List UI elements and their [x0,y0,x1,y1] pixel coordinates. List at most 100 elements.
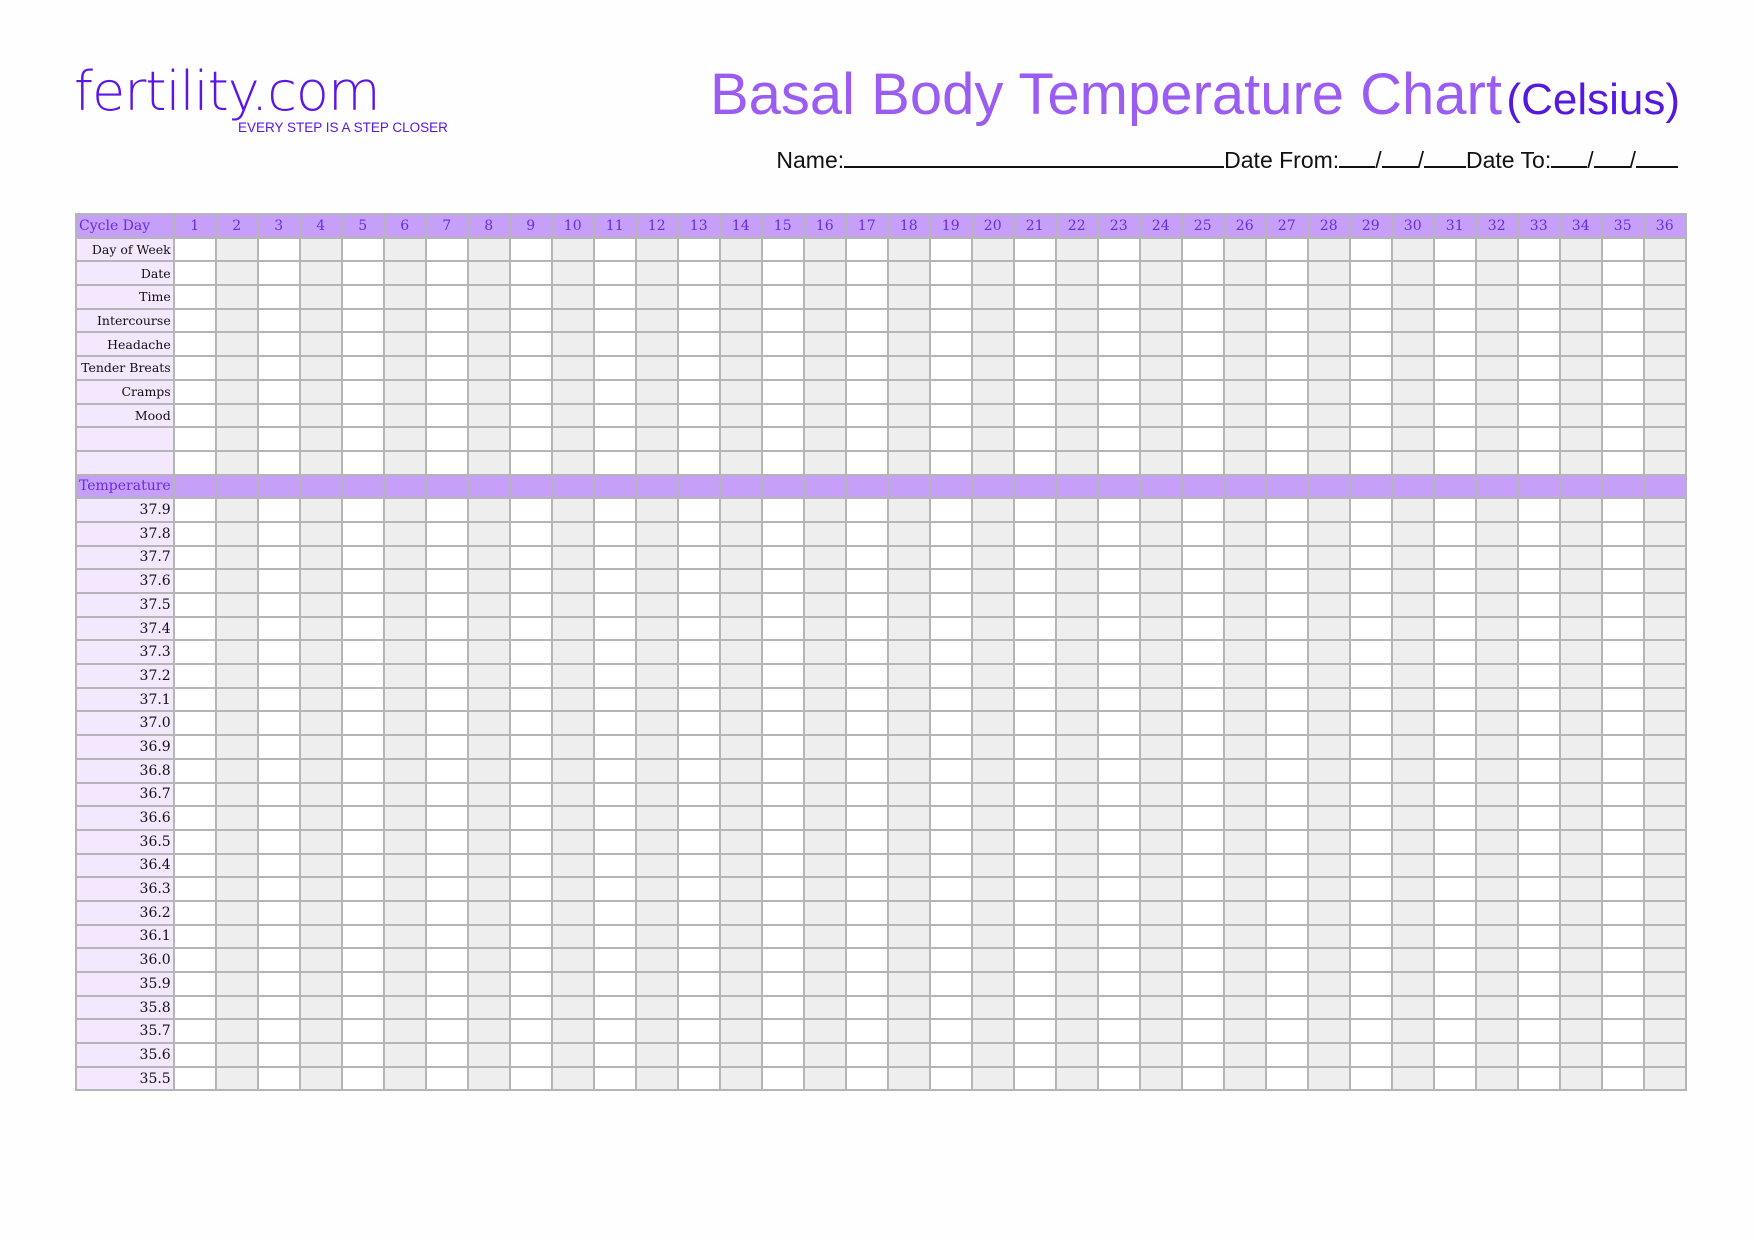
entry-cell[interactable] [1264,663,1309,689]
entry-cell[interactable] [844,734,889,760]
entry-cell[interactable] [1348,805,1393,831]
entry-cell[interactable] [550,568,595,594]
entry-cell[interactable] [1264,568,1309,594]
entry-cell[interactable] [550,1018,595,1045]
entry-cell[interactable] [1432,544,1477,571]
entry-cell[interactable] [1264,805,1309,831]
entry-cell[interactable] [676,639,721,666]
entry-cell[interactable] [1390,781,1435,808]
entry-cell[interactable] [214,1042,259,1068]
entry-cell[interactable] [172,1042,217,1068]
entry-cell[interactable] [1348,284,1393,310]
entry-cell[interactable] [1390,331,1435,358]
entry-cell[interactable] [844,307,889,334]
entry-cell[interactable] [508,686,553,713]
entry-cell[interactable] [1180,686,1225,713]
entry-cell[interactable] [550,994,595,1021]
entry-cell[interactable] [1264,592,1309,618]
entry-cell[interactable] [970,1065,1015,1092]
entry-cell[interactable] [172,331,217,358]
entry-cell[interactable] [676,544,721,571]
entry-cell[interactable] [1180,1018,1225,1045]
entry-cell[interactable] [1306,1042,1351,1068]
entry-cell[interactable] [1390,497,1435,523]
entry-cell[interactable] [1264,686,1309,713]
entry-cell[interactable] [1558,852,1603,879]
entry-cell[interactable] [676,947,721,973]
entry-cell[interactable] [298,1042,343,1068]
entry-cell[interactable] [634,307,679,334]
entry-cell[interactable] [550,378,595,405]
entry-cell[interactable] [1180,615,1225,642]
entry-cell[interactable] [256,568,301,594]
entry-cell[interactable] [1516,781,1561,808]
entry-cell[interactable] [1600,639,1645,666]
entry-cell[interactable] [1600,734,1645,760]
entry-cell[interactable] [676,592,721,618]
entry-cell[interactable] [256,639,301,666]
entry-cell[interactable] [1306,781,1351,808]
entry-cell[interactable] [634,639,679,666]
entry-cell[interactable] [1222,852,1267,879]
entry-cell[interactable] [466,355,511,381]
entry-cell[interactable] [1558,781,1603,808]
entry-cell[interactable] [886,568,931,594]
entry-cell[interactable] [1138,923,1183,950]
entry-cell[interactable] [1390,876,1435,902]
entry-cell[interactable] [1264,449,1309,476]
entry-cell[interactable] [508,402,553,429]
entry-cell[interactable] [1432,971,1477,997]
entry-cell[interactable] [1264,828,1309,855]
entry-cell[interactable] [256,1042,301,1068]
entry-cell[interactable] [508,615,553,642]
entry-cell[interactable] [1264,1018,1309,1045]
entry-cell[interactable] [382,426,427,452]
entry-cell[interactable] [970,355,1015,381]
entry-cell[interactable] [1180,307,1225,334]
entry-cell[interactable] [928,899,973,926]
entry-cell[interactable] [466,710,511,737]
entry-cell[interactable] [340,236,385,263]
entry-cell[interactable] [1600,307,1645,334]
entry-cell[interactable] [508,734,553,760]
entry-cell[interactable] [1222,426,1267,452]
entry-cell[interactable] [802,923,847,950]
entry-cell[interactable] [592,544,637,571]
entry-cell[interactable] [1054,663,1099,689]
entry-cell[interactable] [718,497,763,523]
entry-cell[interactable] [676,378,721,405]
entry-cell[interactable] [1222,592,1267,618]
entry-cell[interactable] [1558,1018,1603,1045]
entry-cell[interactable] [1054,686,1099,713]
entry-cell[interactable] [1222,686,1267,713]
entry-cell[interactable] [256,307,301,334]
entry-cell[interactable] [466,947,511,973]
entry-cell[interactable] [634,781,679,808]
entry-cell[interactable] [298,639,343,666]
entry-cell[interactable] [1096,426,1141,452]
entry-cell[interactable] [844,663,889,689]
entry-cell[interactable] [1558,1065,1603,1092]
entry-cell[interactable] [1390,686,1435,713]
entry-cell[interactable] [550,663,595,689]
entry-cell[interactable] [1600,426,1645,452]
entry-cell[interactable] [592,592,637,618]
entry-cell[interactable] [1600,236,1645,263]
entry-cell[interactable] [1264,876,1309,902]
entry-cell[interactable] [718,876,763,902]
entry-cell[interactable] [382,923,427,950]
entry-cell[interactable] [424,805,469,831]
entry-cell[interactable] [424,568,469,594]
entry-cell[interactable] [886,923,931,950]
entry-cell[interactable] [1054,615,1099,642]
entry-cell[interactable] [1138,1065,1183,1092]
entry-cell[interactable] [760,260,805,287]
entry-cell[interactable] [1012,497,1057,523]
entry-cell[interactable] [592,923,637,950]
entry-cell[interactable] [256,686,301,713]
entry-cell[interactable] [1138,639,1183,666]
entry-cell[interactable] [1264,899,1309,926]
entry-cell[interactable] [1600,1065,1645,1092]
entry-cell[interactable] [1180,355,1225,381]
entry-cell[interactable] [214,994,259,1021]
